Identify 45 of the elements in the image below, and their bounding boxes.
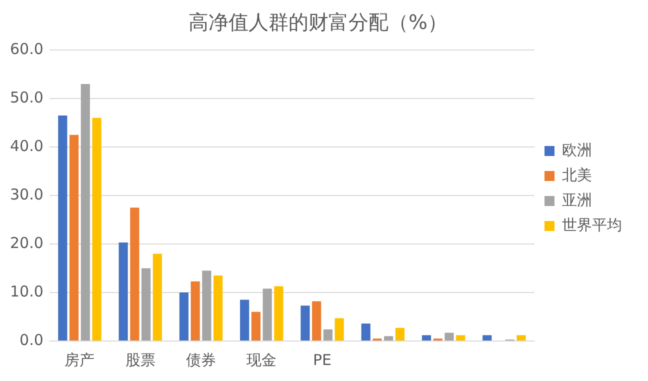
y-tick-label: 30.0 [10, 185, 44, 204]
x-tick-label: 股票 [125, 350, 156, 369]
x-tick-label: 债券 [186, 350, 216, 369]
bar [516, 335, 526, 340]
bar [92, 118, 102, 340]
bar [202, 270, 212, 340]
legend-label: 世界平均 [562, 216, 622, 234]
bar [334, 318, 344, 340]
chart-title: 高净值人群的财富分配（%） [188, 10, 448, 34]
y-tick-label: 0.0 [20, 330, 44, 349]
legend-label: 亚洲 [562, 190, 592, 209]
bar [395, 328, 405, 340]
x-tick-label: 现金 [246, 350, 277, 369]
y-tick-label: 60.0 [10, 40, 44, 58]
bar [251, 312, 260, 340]
bar [361, 324, 370, 340]
bar [130, 208, 140, 340]
y-tick-label: 20.0 [10, 234, 44, 252]
y-tick-label: 50.0 [10, 88, 44, 106]
bar [190, 281, 200, 340]
bar [300, 306, 310, 340]
bar [141, 268, 151, 340]
bar [456, 335, 466, 340]
bar [214, 276, 223, 340]
y-tick-label: 10.0 [10, 282, 44, 300]
bar [69, 134, 79, 340]
bar [444, 332, 454, 340]
bar [118, 242, 128, 340]
bar [152, 254, 162, 340]
bar [422, 335, 432, 340]
bar [312, 301, 322, 340]
bar [274, 286, 284, 340]
bar [179, 292, 188, 340]
y-tick-label: 40.0 [10, 136, 44, 155]
legend-label: 欧洲 [562, 140, 592, 159]
bar [482, 335, 492, 340]
x-tick-label: PE [313, 350, 332, 369]
bar [58, 115, 68, 340]
bar [240, 300, 250, 340]
bar [323, 329, 332, 340]
legend-label: 北美 [562, 166, 592, 184]
bar [80, 84, 90, 340]
bar [384, 336, 394, 340]
bar [262, 288, 272, 340]
x-tick-label: 房产 [64, 350, 95, 369]
